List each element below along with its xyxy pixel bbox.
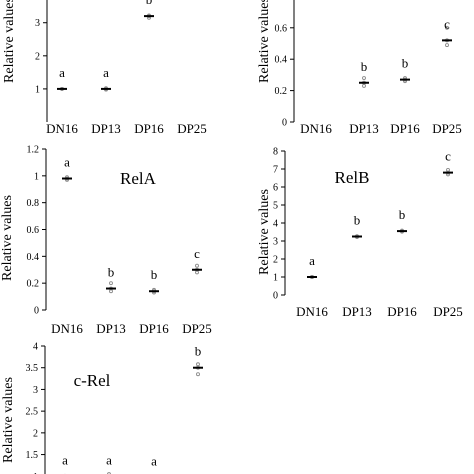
y-tick-label: 2 xyxy=(273,255,278,266)
x-category-label: DN16 xyxy=(46,121,78,136)
chart-panel-5: 1 1.5 2 2.5 3 3.5 4 Relative values c-Rel a a a b xyxy=(1,342,203,474)
y-tick-label: 8 xyxy=(273,147,278,158)
x-category-label: DP16 xyxy=(387,304,417,319)
y-tick-label: 1 xyxy=(273,273,278,284)
significance-letter: a xyxy=(64,155,70,170)
x-category-label: DP13 xyxy=(342,304,372,319)
y-tick-label: 4 xyxy=(33,342,38,353)
replicate-point xyxy=(195,263,199,268)
y-axis-title: Relative values xyxy=(1,377,16,463)
x-category-label: DP13 xyxy=(349,121,379,136)
significance-letter: a xyxy=(103,65,109,80)
y-tick-label: 3.5 xyxy=(26,363,39,374)
y-tick-label: 2.5 xyxy=(26,407,39,418)
x-category-label: DP13 xyxy=(91,121,121,136)
replicate-point xyxy=(362,83,366,88)
significance-letter: a xyxy=(151,454,157,469)
y-tick-label: 6 xyxy=(273,183,278,194)
x-category-label: DP16 xyxy=(390,121,420,136)
x-category-label: DP25 xyxy=(177,121,207,136)
y-tick-label: 0.4 xyxy=(27,252,40,263)
x-category-label: DP25 xyxy=(182,321,212,336)
chart-panel-4: 0 1 2 3 4 5 6 7 8 Relative values RelB DN16 DP13 DP16… xyxy=(257,147,463,320)
chart-panel-3: 0 0.2 0.4 0.6 0.8 1 1.2 Relative values RelA DN16… xyxy=(0,145,212,337)
y-tick-label: 0.2 xyxy=(27,279,40,290)
x-category-label: DP16 xyxy=(134,121,164,136)
replicate-point xyxy=(196,362,200,367)
y-axis-title: Relative values xyxy=(257,189,272,275)
y-tick-label: 4 xyxy=(273,219,278,230)
y-tick-label: 0.6 xyxy=(27,225,40,236)
replicate-point xyxy=(196,372,200,377)
significance-letter: b xyxy=(354,213,361,228)
y-tick-label: 3 xyxy=(35,18,40,29)
y-tick-label: 1.5 xyxy=(26,450,39,461)
significance-letter: a xyxy=(62,452,68,467)
y-tick-label: 7 xyxy=(273,165,278,176)
panel-title: RelB xyxy=(335,168,370,187)
y-axis-title: Relative values xyxy=(257,0,272,83)
y-tick-label: 0 xyxy=(273,291,278,302)
replicate-point xyxy=(107,472,111,474)
y-tick-label: 0 xyxy=(34,306,39,317)
y-tick-label: 2 xyxy=(33,428,38,439)
replicate-point xyxy=(445,25,449,30)
significance-letter: a xyxy=(309,253,315,268)
x-category-label: DN16 xyxy=(300,121,332,136)
y-tick-label: 5 xyxy=(273,201,278,212)
significance-letter: a xyxy=(106,452,112,467)
x-category-label: DP13 xyxy=(96,321,126,336)
significance-letter: b xyxy=(108,265,115,280)
x-category-label: DN16 xyxy=(296,304,328,319)
replicate-point xyxy=(109,281,113,286)
y-tick-label: 1 xyxy=(35,84,40,95)
x-category-label: DP16 xyxy=(139,321,169,336)
significance-letter: c xyxy=(445,149,451,164)
y-tick-label: 2 xyxy=(35,51,40,62)
y-tick-label: 0.4 xyxy=(275,55,288,66)
significance-letter: a xyxy=(59,65,65,80)
replicate-point xyxy=(362,76,366,80)
y-tick-label: 3 xyxy=(273,237,278,248)
y-tick-label: 0.2 xyxy=(275,86,288,97)
chart-panel-1: 12345Relative valuesDN16DP13DP16DP25aabc xyxy=(2,0,207,136)
panel-title: RelA xyxy=(120,169,157,188)
x-category-label: DN16 xyxy=(51,321,83,336)
y-axis-title: Relative values xyxy=(0,195,15,281)
significance-letter: c xyxy=(194,246,200,261)
replicate-point xyxy=(445,43,449,48)
y-tick-label: 1 xyxy=(33,472,38,474)
significance-letter: b xyxy=(151,267,158,282)
y-tick-label: 1.2 xyxy=(27,145,40,156)
y-tick-label: 0 xyxy=(282,118,287,129)
significance-letter: c xyxy=(444,16,450,31)
significance-letter: b xyxy=(399,207,406,222)
x-category-label: DP25 xyxy=(432,121,462,136)
y-tick-label: 1 xyxy=(34,171,39,182)
significance-letter: b xyxy=(195,344,202,359)
y-axis-title: Relative values xyxy=(2,0,17,83)
y-tick-label: 0.8 xyxy=(27,198,40,209)
replicate-point xyxy=(446,167,450,172)
x-category-label: DP25 xyxy=(433,304,463,319)
significance-letter: b xyxy=(146,0,153,7)
significance-letter: b xyxy=(361,59,368,74)
significance-letter: b xyxy=(402,56,409,71)
y-tick-label: 3 xyxy=(33,385,38,396)
y-tick-label: 0.8 xyxy=(275,0,288,3)
y-tick-label: 0.6 xyxy=(275,23,288,34)
panel-title: c-Rel xyxy=(74,371,111,390)
